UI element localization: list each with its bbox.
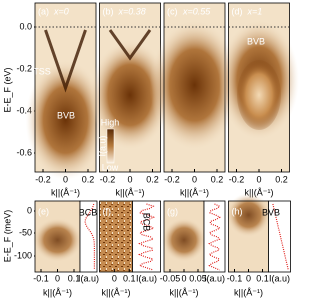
band-intensity [149,20,240,150]
panel-tag: (d) [232,6,243,16]
panel-tag: (e) [38,206,49,216]
x-tick-label: 0 [127,174,132,184]
x-tick-label: 0.05 [189,273,207,283]
x-tick-label: -0.1 [227,273,243,283]
panel-tag: (c) [167,6,178,16]
arpes-image [99,201,133,272]
profile-curve [272,203,289,271]
x-tick-label: -0.05 [160,273,181,283]
x-tick-label: -0.2 [164,174,180,184]
y-tick-label: -100 [14,250,32,260]
x-tick-label: -0.2 [35,174,51,184]
x-label: k||(Å⁻¹) [51,187,80,197]
annotation: BCB [79,207,98,217]
colorbar-low: Low [102,162,119,172]
panel-title: x=1 [247,6,263,16]
y-tick-label: 0 [27,205,32,215]
x-tick-label: 0.1 [256,273,269,283]
y-label: E-E_F (meV) [2,210,12,263]
panel-tag: (b) [103,6,114,16]
x-tick-label: 0.2 [82,174,95,184]
x-label: k||(Å⁻¹) [180,187,209,197]
annotation: BVB [57,110,75,120]
x-tick-label: 0.2 [211,174,224,184]
y-tick-label: -50 [19,227,32,237]
panel-title: x=0.55 [182,6,211,16]
x-tick-label: 0 [55,273,60,283]
x-tick-label: 0.2 [275,174,288,184]
x-tick-label: 0.1 [68,273,81,283]
surface-state [44,29,87,93]
panel-tag: (f) [103,206,112,216]
profile-label: I(a.u) [204,273,225,283]
profile-label: I(a.u) [269,273,290,283]
annotation: BVB [247,36,265,46]
x-label: k||(Å⁻¹) [102,287,131,297]
surface-state [108,29,152,61]
x-label: k||(Å⁻¹) [170,287,199,297]
x-label: k||(Å⁻¹) [43,287,72,297]
annotation: BVB [262,207,280,217]
x-tick-label: -0.2 [229,174,245,184]
profile-curve [84,203,95,270]
x-tick-label: 0 [63,174,68,184]
y-tick-label: -0.2 [16,63,32,73]
x-tick-label: 0.1 [123,273,136,283]
x-label: k||(Å⁻¹) [234,287,263,297]
profile-label: I(a.u) [78,273,99,283]
profile-box [79,200,98,273]
panel-tag: (h) [232,206,243,216]
profile-box [132,200,161,273]
x-tick-label: 0 [181,273,186,283]
band-intensity [32,218,83,262]
band-intensity [226,193,271,237]
band-intensity [90,40,170,150]
annotation: BCB [142,213,152,232]
x-tick-label: 0 [246,273,251,283]
band-intensity [237,60,281,130]
colorbar-high: High [101,117,120,127]
y-tick-label: -0.6 [16,147,32,157]
x-tick-label: 0.2 [146,174,159,184]
x-tick-label: 0 [256,174,261,184]
band-intensity [25,60,106,180]
y-tick-label: 0.0 [19,21,32,31]
panel-title: x=0 [53,6,69,16]
x-tick-label: -0.2 [100,174,116,184]
profile-curve [137,203,156,271]
profile-box [268,200,291,273]
panel-title: x=0.38 [118,6,146,16]
y-label: E-E_F (eV) [2,67,12,112]
x-label: k||(Å⁻¹) [116,187,145,197]
annotation: TSS [33,66,51,76]
band-intensity [162,218,206,262]
x-tick-label: -0.1 [33,273,49,283]
profile-label: I(a.u) [136,273,157,283]
panel-tag: (g) [167,206,178,216]
panel-tag: (a) [38,6,49,16]
colorbar-label: I(a.u) [97,135,107,156]
x-tick-label: 0 [112,273,117,283]
y-tick-label: -0.4 [16,105,32,115]
x-tick-label: 0 [192,174,197,184]
x-label: k||(Å⁻¹) [245,187,274,197]
colorbar [106,128,115,164]
